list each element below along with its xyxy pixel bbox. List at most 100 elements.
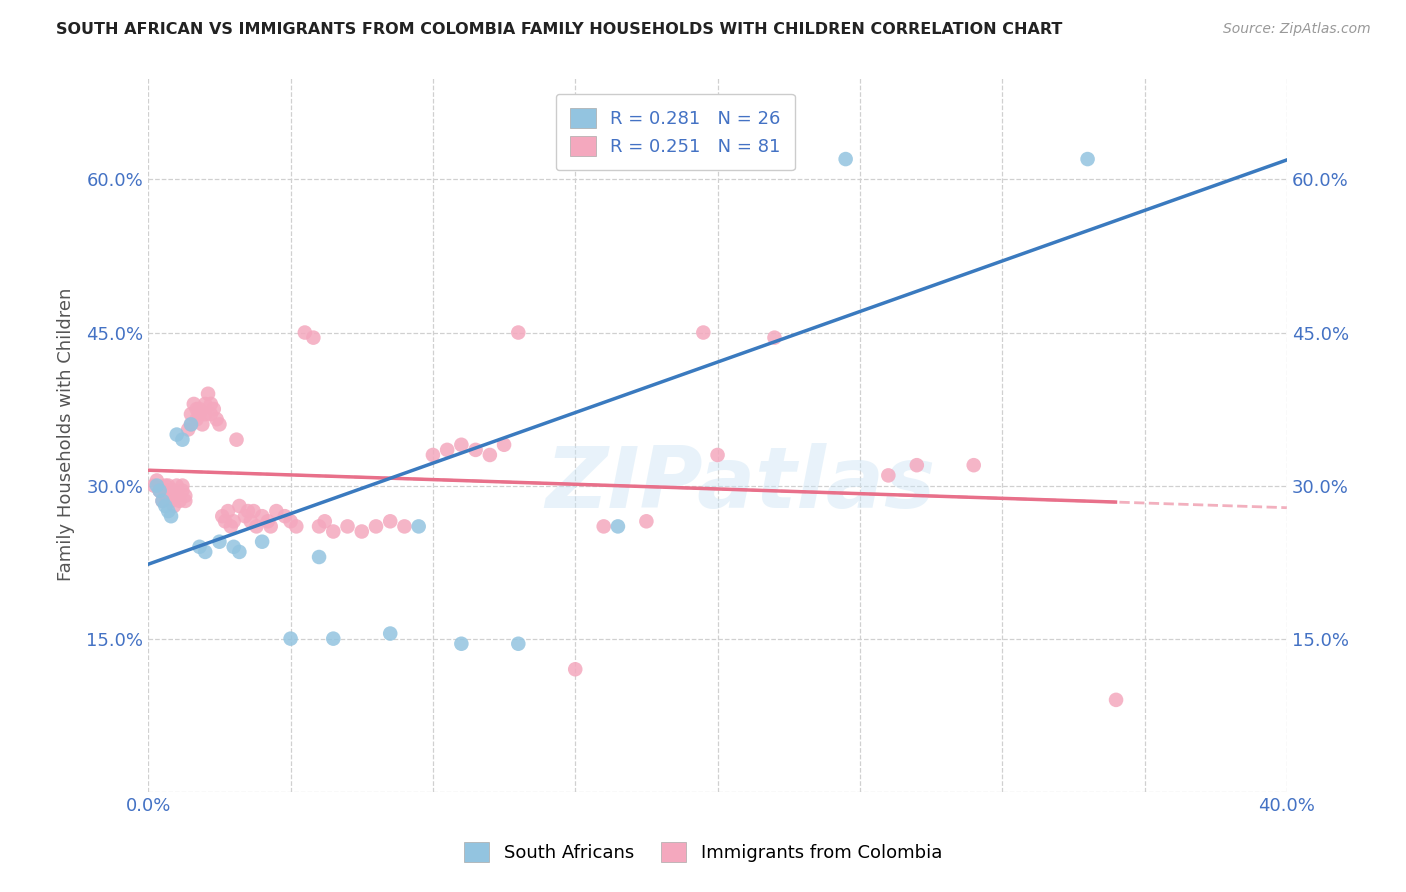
Point — [260, 519, 283, 533]
Point — [302, 331, 325, 345]
Point — [146, 478, 169, 492]
Point — [155, 478, 177, 492]
Point — [256, 514, 278, 528]
Point — [422, 448, 444, 462]
Point — [508, 326, 530, 340]
Point — [245, 519, 267, 533]
Point — [236, 504, 259, 518]
Point — [177, 422, 200, 436]
Point — [285, 519, 308, 533]
Point — [155, 499, 177, 513]
Point — [364, 519, 387, 533]
Point — [160, 489, 183, 503]
Point — [228, 545, 250, 559]
Point — [194, 545, 217, 559]
Text: Source: ZipAtlas.com: Source: ZipAtlas.com — [1223, 22, 1371, 37]
Point — [228, 499, 250, 513]
Point — [197, 386, 219, 401]
Point — [1077, 152, 1099, 166]
Point — [308, 519, 330, 533]
Point — [166, 489, 188, 503]
Point — [160, 509, 183, 524]
Point — [157, 504, 180, 518]
Point — [191, 417, 214, 432]
Point — [174, 489, 197, 503]
Point — [188, 402, 211, 417]
Point — [508, 637, 530, 651]
Point — [157, 478, 180, 492]
Text: SOUTH AFRICAN VS IMMIGRANTS FROM COLOMBIA FAMILY HOUSEHOLDS WITH CHILDREN CORREL: SOUTH AFRICAN VS IMMIGRANTS FROM COLOMBI… — [56, 22, 1063, 37]
Point — [314, 514, 336, 528]
Point — [494, 438, 516, 452]
Point — [408, 519, 430, 533]
Point — [564, 662, 586, 676]
Point — [194, 397, 217, 411]
Legend: South Africans, Immigrants from Colombia: South Africans, Immigrants from Colombia — [457, 835, 949, 870]
Point — [394, 519, 416, 533]
Point — [217, 504, 239, 518]
Point — [239, 514, 262, 528]
Point — [478, 448, 501, 462]
Point — [200, 407, 222, 421]
Point — [149, 483, 172, 498]
Point — [157, 483, 180, 498]
Text: ZIPatlas: ZIPatlas — [546, 443, 935, 526]
Point — [143, 478, 166, 492]
Point — [160, 494, 183, 508]
Point — [152, 494, 174, 508]
Point — [250, 509, 273, 524]
Point — [222, 540, 245, 554]
Point — [225, 433, 247, 447]
Point — [188, 407, 211, 421]
Point — [146, 474, 169, 488]
Point — [163, 499, 186, 513]
Point — [706, 448, 728, 462]
Point — [464, 442, 486, 457]
Point — [200, 397, 222, 411]
Point — [450, 438, 472, 452]
Point — [250, 534, 273, 549]
Point — [450, 637, 472, 651]
Point — [202, 402, 225, 417]
Point — [720, 152, 742, 166]
Point — [322, 524, 344, 539]
Point — [294, 326, 316, 340]
Point — [205, 412, 228, 426]
Point — [172, 478, 194, 492]
Point — [166, 427, 188, 442]
Point — [186, 402, 208, 417]
Point — [963, 458, 986, 473]
Point — [322, 632, 344, 646]
Point — [208, 534, 231, 549]
Point — [166, 478, 188, 492]
Point — [211, 509, 233, 524]
Point — [1105, 693, 1128, 707]
Legend: R = 0.281   N = 26, R = 0.251   N = 81: R = 0.281 N = 26, R = 0.251 N = 81 — [555, 94, 794, 170]
Point — [208, 417, 231, 432]
Point — [266, 504, 288, 518]
Point — [606, 519, 628, 533]
Point — [877, 468, 900, 483]
Point — [152, 494, 174, 508]
Point — [188, 540, 211, 554]
Point — [149, 483, 172, 498]
Point — [180, 407, 202, 421]
Point — [834, 152, 856, 166]
Point — [180, 417, 202, 432]
Point — [172, 483, 194, 498]
Y-axis label: Family Households with Children: Family Households with Children — [58, 288, 75, 582]
Point — [242, 504, 264, 518]
Point — [214, 514, 236, 528]
Point — [274, 509, 297, 524]
Point — [186, 412, 208, 426]
Point — [636, 514, 658, 528]
Point — [380, 514, 402, 528]
Point — [763, 331, 786, 345]
Point — [169, 494, 191, 508]
Point — [233, 509, 256, 524]
Point — [219, 519, 242, 533]
Point — [155, 489, 177, 503]
Point — [183, 397, 205, 411]
Point — [380, 626, 402, 640]
Point — [905, 458, 928, 473]
